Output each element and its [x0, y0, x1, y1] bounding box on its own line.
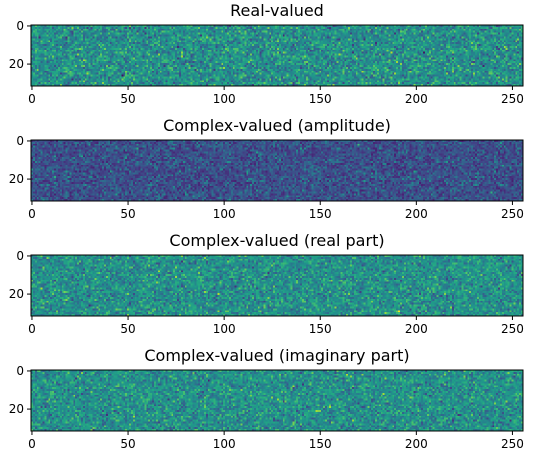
- y-tick-label: 0: [16, 249, 24, 263]
- x-tick-label: 50: [120, 437, 135, 451]
- y-tick-label: 20: [9, 402, 24, 416]
- axes-frame: [30, 369, 524, 432]
- y-tick-label: 0: [16, 19, 24, 33]
- x-tick-label: 0: [28, 92, 36, 106]
- x-tick-label: 100: [213, 92, 236, 106]
- y-tick-label: 20: [9, 287, 24, 301]
- axes-frame: [30, 139, 524, 202]
- x-tick-label: 250: [501, 322, 524, 336]
- heatmap-panel-imaginary-part: Complex-valued (imaginary part) 0 50 100 15…: [9, 346, 524, 451]
- x-tick-label: 200: [405, 322, 428, 336]
- panel-title: Complex-valued (real part): [169, 231, 384, 250]
- y-tick-label: 20: [9, 57, 24, 71]
- x-tick-label: 50: [120, 322, 135, 336]
- axes-frame: [30, 24, 524, 87]
- x-tick-label: 50: [120, 92, 135, 106]
- panel-title: Real-valued: [230, 1, 324, 20]
- heatmap-panel-real-valued: Real-valued 0 50 100 150 200 250 0 20: [9, 1, 524, 106]
- y-tick-label: 0: [16, 134, 24, 148]
- y-tick-label: 20: [9, 172, 24, 186]
- x-tick-label: 100: [213, 322, 236, 336]
- heatmap-image: [31, 370, 523, 431]
- x-tick-label: 0: [28, 437, 36, 451]
- x-tick-label: 200: [405, 92, 428, 106]
- x-tick-label: 200: [405, 437, 428, 451]
- heatmap-image: [31, 140, 523, 201]
- x-tick-label: 0: [28, 207, 36, 221]
- y-tick-label: 0: [16, 364, 24, 378]
- x-tick-label: 200: [405, 207, 428, 221]
- x-tick-label: 250: [501, 437, 524, 451]
- x-tick-label: 150: [309, 437, 332, 451]
- heatmap-image: [31, 25, 523, 86]
- x-tick-label: 150: [309, 322, 332, 336]
- x-tick-label: 150: [309, 207, 332, 221]
- x-tick-label: 250: [501, 207, 524, 221]
- heatmap-panel-amplitude: Complex-valued (amplitude) 0 50 100 150 200 2…: [9, 116, 524, 221]
- heatmap-panel-real-part: Complex-valued (real part) 0 50 100 150 200 2…: [9, 231, 524, 336]
- x-tick-label: 100: [213, 437, 236, 451]
- panel-title: Complex-valued (imaginary part): [144, 346, 409, 365]
- x-tick-label: 50: [120, 207, 135, 221]
- x-tick-label: 250: [501, 92, 524, 106]
- x-tick-label: 100: [213, 207, 236, 221]
- heatmap-image: [31, 255, 523, 316]
- panel-title: Complex-valued (amplitude): [163, 116, 391, 135]
- x-tick-label: 0: [28, 322, 36, 336]
- x-tick-label: 150: [309, 92, 332, 106]
- axes-frame: [30, 254, 524, 317]
